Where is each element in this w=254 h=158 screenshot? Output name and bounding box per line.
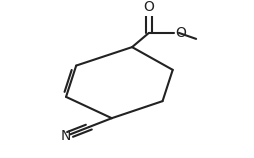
Text: O: O <box>175 26 186 40</box>
Text: N: N <box>60 129 71 143</box>
Text: O: O <box>144 0 154 14</box>
